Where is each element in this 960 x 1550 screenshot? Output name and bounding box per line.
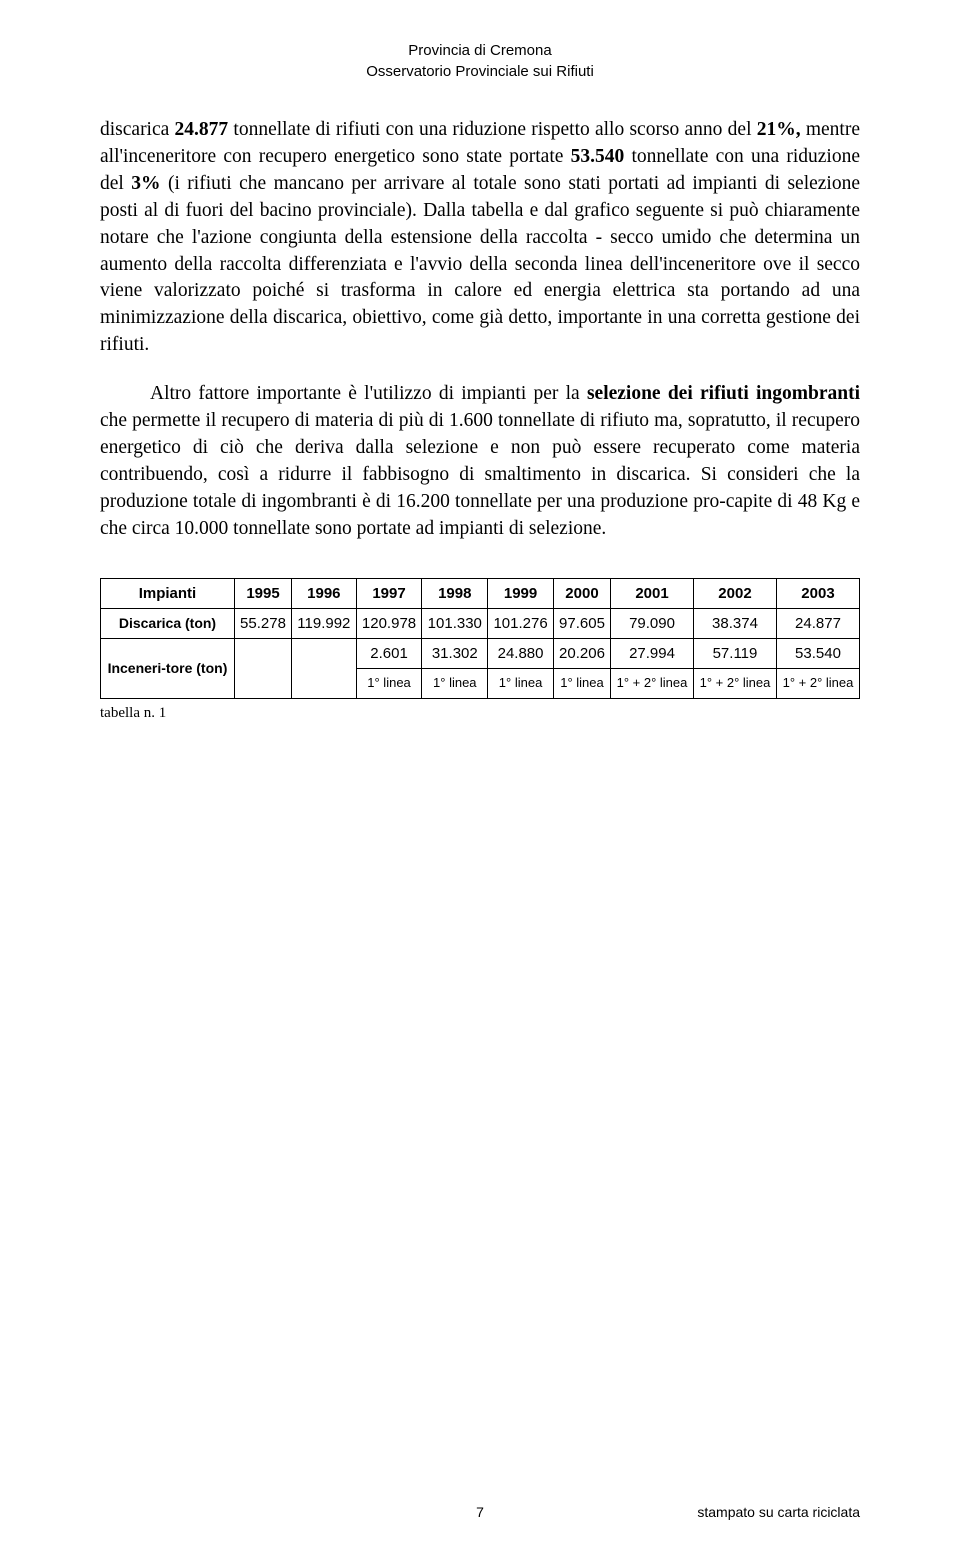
- page-header: Provincia di Cremona Osservatorio Provin…: [100, 40, 860, 82]
- row2t-c8: 57.119: [694, 639, 777, 669]
- row2t-c2: [292, 639, 357, 699]
- p1-text-a: discarica: [100, 119, 175, 140]
- paragraph-2: Altro fattore importante è l'utilizzo di…: [100, 381, 860, 542]
- page-footer: 7 stampato su carta riciclata: [0, 1504, 960, 1520]
- row2b-c6: 1° linea: [553, 669, 610, 699]
- th-impianti: Impianti: [101, 578, 235, 608]
- footer-right: stampato su carta riciclata: [697, 1504, 860, 1520]
- row1-c2: 119.992: [292, 608, 357, 639]
- paragraph-1: discarica 24.877 tonnellate di rifiuti c…: [100, 117, 860, 359]
- th-1997: 1997: [356, 578, 422, 608]
- table-row-inceneritore-top: Inceneri-tore (ton) 2.601 31.302 24.880 …: [101, 639, 860, 669]
- row1-c8: 38.374: [694, 608, 777, 639]
- p1-bold-b: 24.877: [175, 119, 229, 140]
- p1-text-c: tonnellate di rifiuti con una riduzione …: [228, 119, 757, 140]
- page-number: 7: [476, 1504, 484, 1520]
- row1-c4: 101.330: [422, 608, 488, 639]
- th-1995: 1995: [234, 578, 291, 608]
- p1-bold-h: 3%: [131, 173, 160, 194]
- row1-c3: 120.978: [356, 608, 422, 639]
- table-header-row: Impianti 1995 1996 1997 1998 1999 2000 2…: [101, 578, 860, 608]
- row1-c5: 101.276: [488, 608, 554, 639]
- row2-label: Inceneri-tore (ton): [101, 639, 235, 699]
- row1-c9: 24.877: [776, 608, 859, 639]
- row2t-c7: 27.994: [611, 639, 694, 669]
- row2t-c4: 31.302: [422, 639, 488, 669]
- header-line-2: Osservatorio Provinciale sui Rifiuti: [100, 61, 860, 82]
- th-2003: 2003: [776, 578, 859, 608]
- row2t-c1: [234, 639, 291, 699]
- th-2001: 2001: [611, 578, 694, 608]
- row1-label: Discarica (ton): [101, 608, 235, 639]
- row2t-c9: 53.540: [776, 639, 859, 669]
- th-1996: 1996: [292, 578, 357, 608]
- row2t-c5: 24.880: [488, 639, 554, 669]
- p1-bold-d: 21%,: [757, 119, 801, 140]
- th-1998: 1998: [422, 578, 488, 608]
- th-1999: 1999: [488, 578, 554, 608]
- th-2000: 2000: [553, 578, 610, 608]
- row1-c7: 79.090: [611, 608, 694, 639]
- table-row-discarica: Discarica (ton) 55.278 119.992 120.978 1…: [101, 608, 860, 639]
- row2b-c3: 1° linea: [356, 669, 422, 699]
- row2b-c7: 1° + 2° linea: [611, 669, 694, 699]
- p1-text-i: (i rifiuti che mancano per arrivare al t…: [100, 173, 860, 355]
- p1-bold-f: 53.540: [571, 146, 625, 167]
- row2b-c4: 1° linea: [422, 669, 488, 699]
- header-line-1: Provincia di Cremona: [100, 40, 860, 61]
- p2-text-a: Altro fattore importante è l'utilizzo di…: [150, 383, 587, 404]
- row2t-c6: 20.206: [553, 639, 610, 669]
- th-2002: 2002: [694, 578, 777, 608]
- row2t-c3: 2.601: [356, 639, 422, 669]
- row1-c1: 55.278: [234, 608, 291, 639]
- row1-c6: 97.605: [553, 608, 610, 639]
- row2b-c5: 1° linea: [488, 669, 554, 699]
- p2-bold-b: selezione dei rifiuti ingombranti: [587, 383, 860, 404]
- p2-text-c: che permette il recupero di materia di p…: [100, 410, 860, 539]
- row2b-c9: 1° + 2° linea: [776, 669, 859, 699]
- data-table: Impianti 1995 1996 1997 1998 1999 2000 2…: [100, 578, 860, 699]
- row2b-c8: 1° + 2° linea: [694, 669, 777, 699]
- table-caption: tabella n. 1: [100, 705, 860, 722]
